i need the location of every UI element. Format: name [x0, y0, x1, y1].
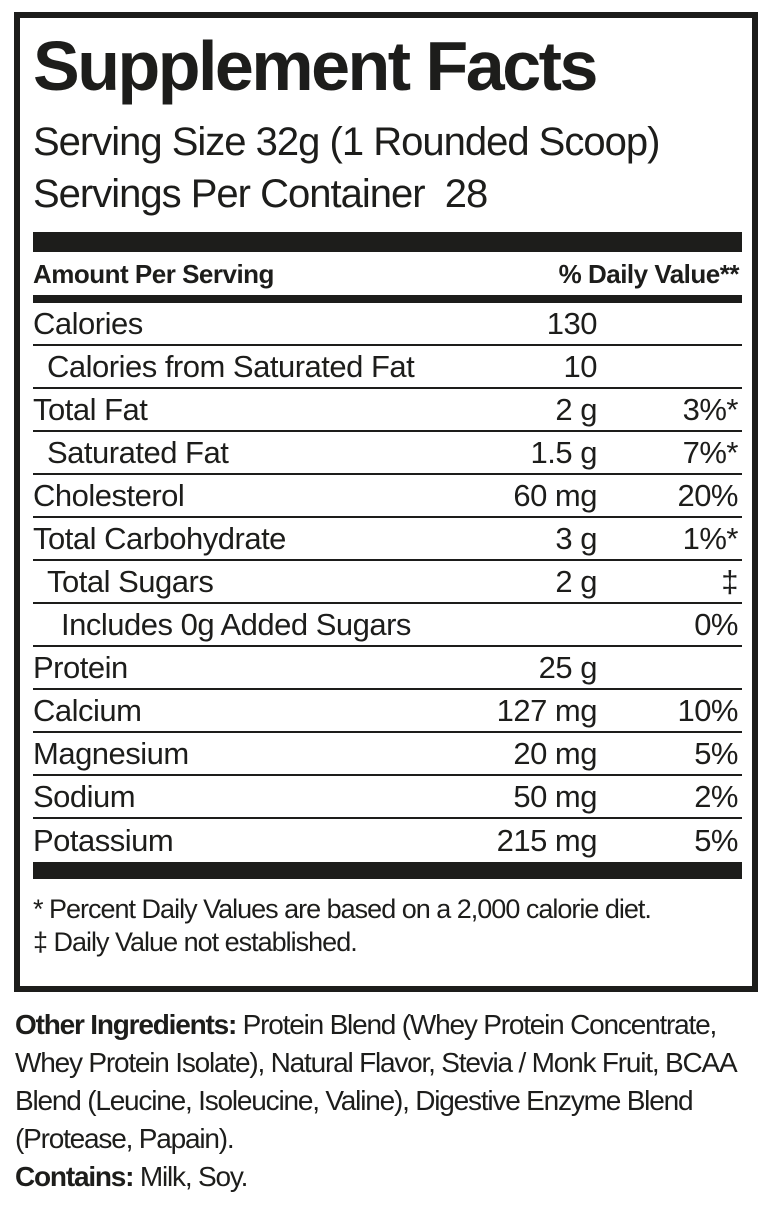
contains-label: Contains:	[15, 1161, 135, 1192]
nutrient-amount: 10	[563, 348, 598, 384]
column-headers: Amount Per Serving % Daily Value**	[33, 252, 742, 295]
nutrient-dv: 10%	[677, 692, 738, 728]
servings-per-container: Servings Per Container 28	[33, 172, 488, 216]
nutrient-row: Magnesium 20 mg 5%	[33, 733, 742, 776]
nutrient-row: Calories 130	[33, 303, 742, 346]
nutrient-amount: 215 mg	[496, 822, 598, 858]
nutrient-row: Total Fat 2 g 3%*	[33, 389, 742, 432]
nutrient-label: Total Carbohydrate	[33, 520, 286, 556]
nutrient-row: Protein 25 g	[33, 647, 742, 690]
contains-statement: Contains: Milk, Soy.	[15, 1158, 767, 1196]
nutrient-dv: 5%	[694, 822, 738, 858]
nutrient-amount: 50 mg	[513, 778, 597, 814]
nutrient-dv: 0%	[694, 606, 738, 642]
nutrient-label: Calories	[33, 305, 143, 341]
nutrient-amount: 20 mg	[513, 735, 597, 771]
contains-text: Milk, Soy.	[133, 1161, 248, 1192]
nutrient-amount: 25 g	[538, 649, 598, 685]
nutrient-label: Sodium	[33, 778, 136, 814]
nutrient-row: Total Carbohydrate 3 g 1%*	[33, 518, 742, 561]
nutrient-amount: 3 g	[555, 520, 597, 556]
nutrient-label: Includes 0g Added Sugars	[61, 606, 411, 642]
nutrient-label: Calories from Saturated Fat	[47, 348, 415, 384]
footnote-daily-value-not-established: ‡ Daily Value not established.	[33, 927, 358, 957]
nutrient-dv: ‡	[721, 563, 738, 599]
nutrient-table: Calories 130 Calories from Saturated Fat…	[33, 303, 742, 862]
nutrient-dv: 2%	[694, 778, 738, 814]
nutrient-amount: 130	[546, 305, 598, 341]
nutrient-label: Magnesium	[33, 735, 189, 771]
nutrient-label: Total Fat	[33, 391, 148, 427]
nutrient-label: Potassium	[33, 822, 174, 858]
serving-info: Serving Size 32g (1 Rounded Scoop) Servi…	[33, 116, 742, 220]
nutrient-row: Cholesterol 60 mg 20%	[33, 475, 742, 518]
nutrient-row: Total Sugars 2 g ‡	[33, 561, 742, 604]
footnotes: * Percent Daily Values are based on a 2,…	[33, 893, 742, 959]
column-header-daily-value: % Daily Value**	[558, 259, 740, 289]
nutrient-row: Saturated Fat 1.5 g 7%*	[33, 432, 742, 475]
supplement-facts-panel: Supplement Facts Serving Size 32g (1 Rou…	[14, 12, 758, 992]
nutrient-row: Potassium 215 mg 5%	[33, 819, 742, 862]
nutrient-label: Total Sugars	[47, 563, 214, 599]
nutrient-label: Calcium	[33, 692, 142, 728]
footnote-percent-daily-value: * Percent Daily Values are based on a 2,…	[33, 894, 652, 924]
nutrient-label: Protein	[33, 649, 128, 685]
other-ingredients-text: Protein Blend (Whey Protein Concentrate,…	[15, 1009, 736, 1154]
divider-thick-top	[33, 232, 742, 252]
nutrient-dv: 3%*	[682, 391, 739, 427]
nutrient-row: Calcium 127 mg 10%	[33, 690, 742, 733]
nutrient-dv: 7%*	[682, 434, 739, 470]
serving-size: Serving Size 32g (1 Rounded Scoop)	[33, 120, 660, 164]
nutrient-amount: 2 g	[555, 563, 597, 599]
column-header-amount: Amount Per Serving	[33, 259, 274, 289]
nutrient-dv: 5%	[694, 735, 738, 771]
nutrient-label: Cholesterol	[33, 477, 185, 513]
other-ingredients: Other Ingredients: Protein Blend (Whey P…	[15, 1006, 767, 1158]
divider-medium	[33, 295, 742, 303]
nutrient-row: Sodium 50 mg 2%	[33, 776, 742, 819]
divider-thick-bottom	[33, 862, 742, 879]
nutrient-dv: 20%	[677, 477, 738, 513]
nutrient-row: Includes 0g Added Sugars 0%	[33, 604, 742, 647]
nutrient-dv: 1%*	[682, 520, 739, 556]
nutrient-amount: 60 mg	[513, 477, 597, 513]
nutrient-label: Saturated Fat	[47, 434, 229, 470]
nutrient-amount: 2 g	[555, 391, 597, 427]
nutrient-amount: 1.5 g	[530, 434, 598, 470]
other-ingredients-label: Other Ingredients:	[15, 1009, 237, 1040]
nutrient-amount: 127 mg	[496, 692, 598, 728]
ingredients-section: Other Ingredients: Protein Blend (Whey P…	[15, 1006, 767, 1196]
panel-title: Supplement Facts	[33, 27, 598, 105]
nutrient-row: Calories from Saturated Fat 10	[33, 346, 742, 389]
